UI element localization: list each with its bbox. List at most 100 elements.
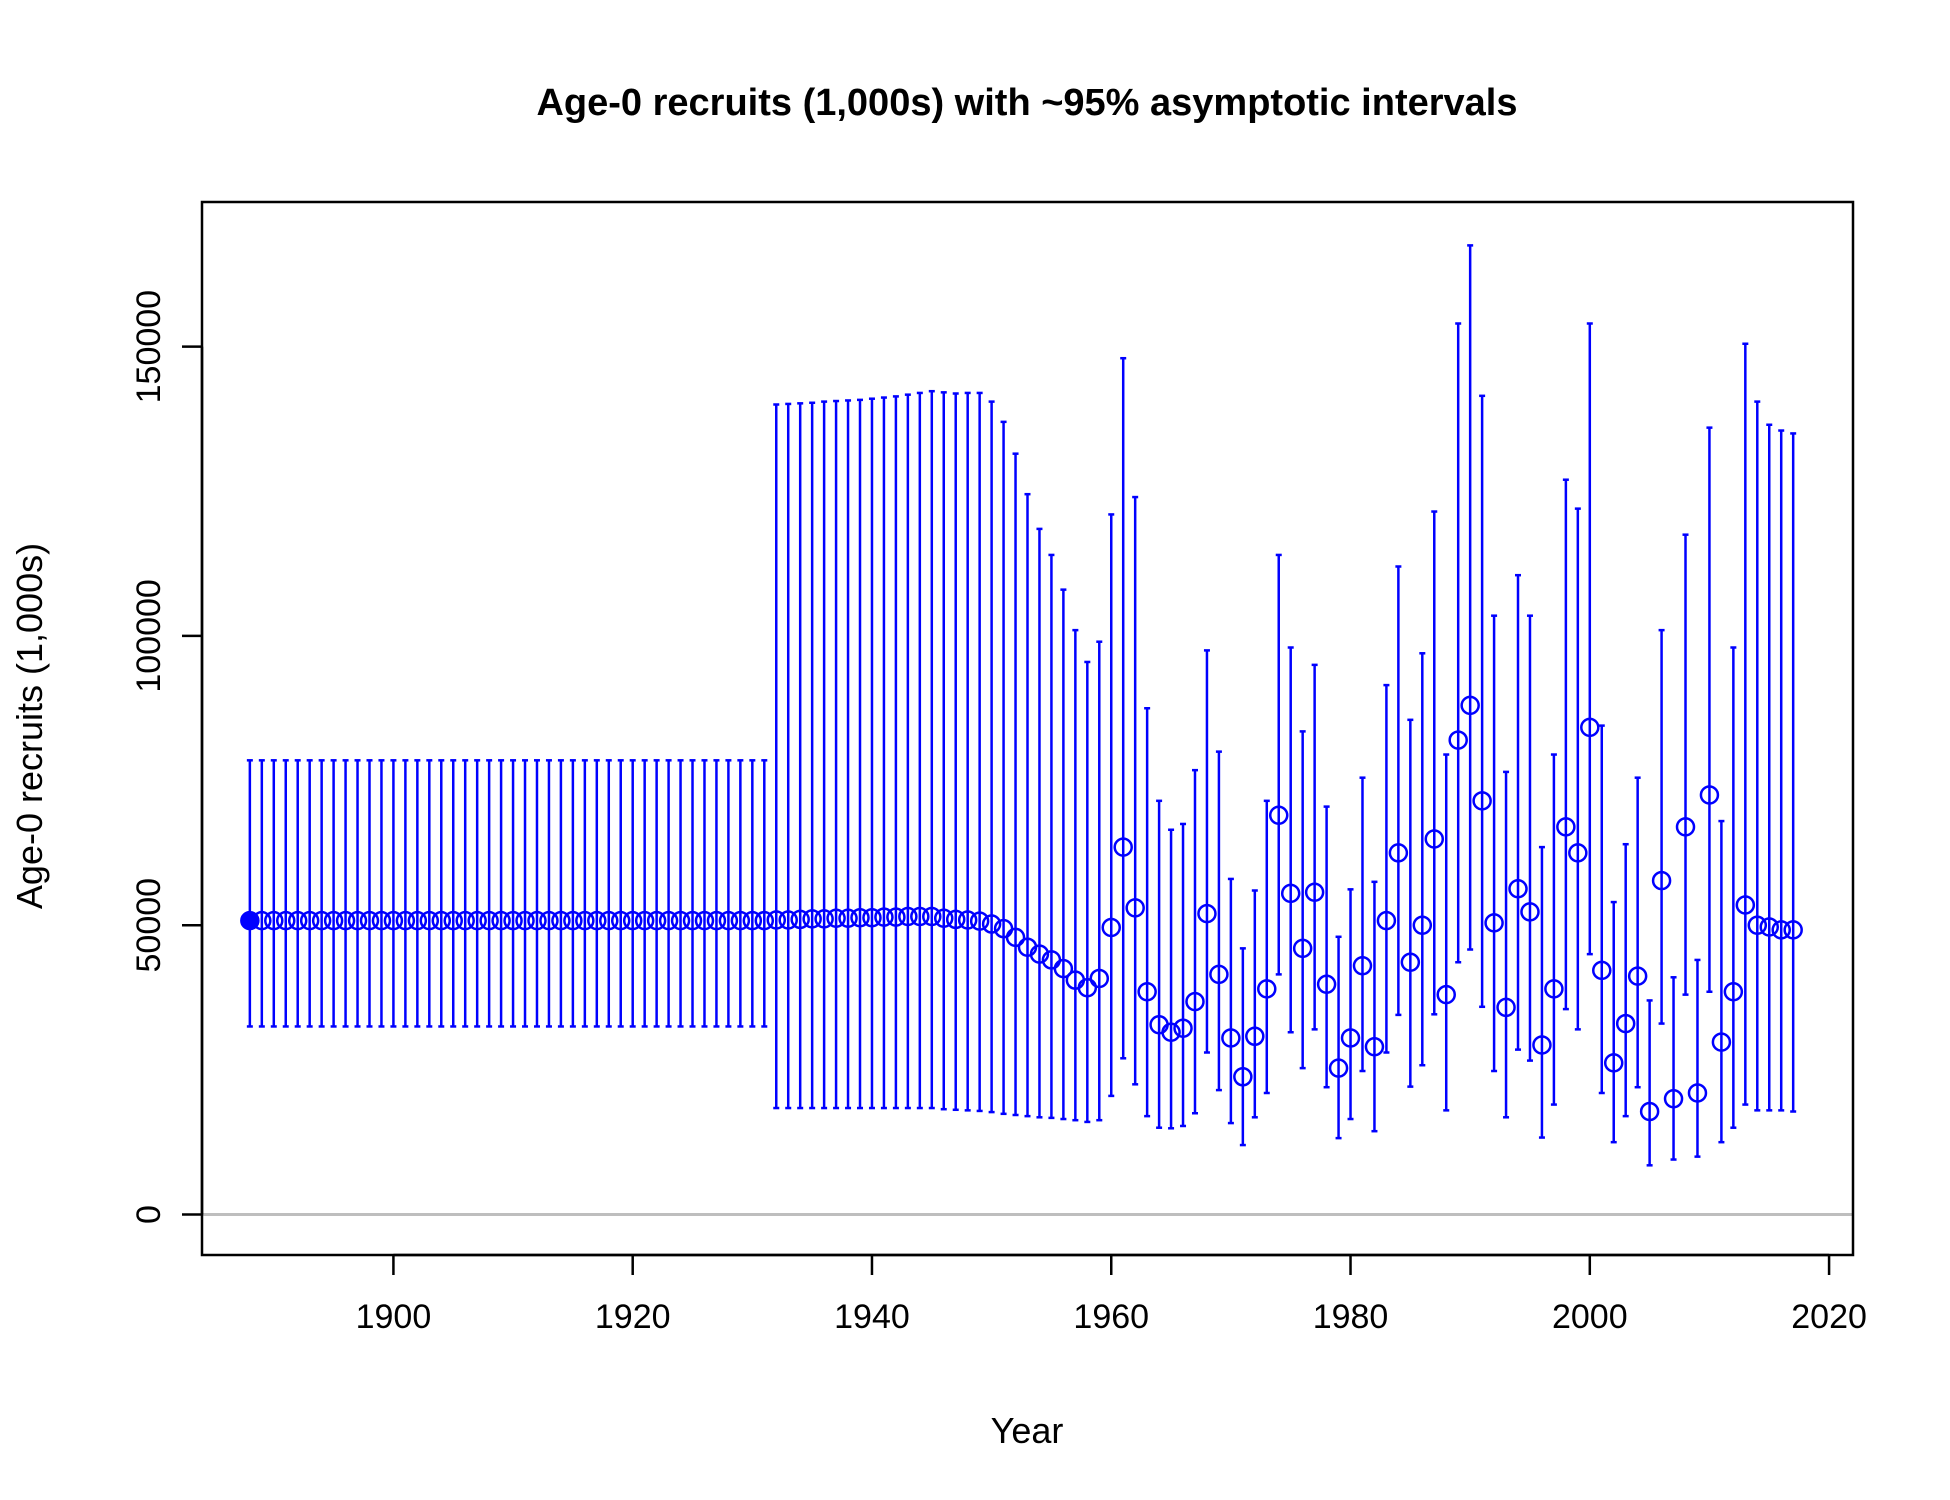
data-point-group bbox=[1209, 750, 1229, 1092]
data-point-group bbox=[898, 393, 918, 1110]
data-point-group bbox=[1627, 776, 1648, 1089]
data-point bbox=[814, 909, 834, 929]
data-point bbox=[491, 910, 511, 931]
data-point bbox=[670, 910, 691, 931]
data-point-group bbox=[1759, 423, 1780, 1112]
data-point bbox=[1245, 1026, 1265, 1047]
x-tick-label: 1960 bbox=[1073, 1298, 1149, 1336]
data-point-group bbox=[1388, 565, 1409, 1017]
data-point bbox=[575, 910, 595, 931]
data-point-group bbox=[1005, 452, 1026, 1117]
data-point bbox=[1627, 966, 1648, 986]
recruitment-series bbox=[240, 244, 1803, 1167]
data-point bbox=[1460, 695, 1480, 716]
data-point-group bbox=[275, 759, 296, 1028]
data-point bbox=[1520, 902, 1540, 922]
data-point-group bbox=[1436, 753, 1456, 1112]
data-point-group bbox=[1568, 507, 1588, 1031]
data-point bbox=[1759, 917, 1780, 937]
data-point-group bbox=[1185, 768, 1205, 1115]
data-point bbox=[1233, 1067, 1253, 1087]
data-point-group bbox=[754, 759, 775, 1028]
data-point-group bbox=[1257, 799, 1277, 1095]
data-point-group bbox=[1615, 842, 1636, 1118]
data-point-group bbox=[610, 759, 631, 1028]
data-point-group bbox=[1101, 513, 1121, 1098]
data-point-group bbox=[1424, 510, 1445, 1016]
data-point bbox=[347, 910, 368, 931]
data-point-group bbox=[467, 759, 487, 1028]
data-point bbox=[275, 910, 296, 931]
data-point-group bbox=[634, 759, 655, 1028]
data-point-group bbox=[1592, 724, 1612, 1095]
data-point bbox=[515, 910, 535, 931]
data-point-group bbox=[1065, 628, 1086, 1122]
data-point bbox=[1580, 717, 1600, 738]
data-point-group bbox=[335, 759, 356, 1028]
data-point bbox=[1544, 979, 1564, 999]
data-point bbox=[1508, 879, 1528, 899]
data-point-group bbox=[1496, 770, 1516, 1119]
data-point bbox=[1675, 817, 1696, 837]
data-point-group bbox=[1268, 553, 1289, 976]
data-point bbox=[1173, 1018, 1193, 1038]
data-point-group bbox=[443, 759, 463, 1028]
data-point-group bbox=[1125, 495, 1145, 1086]
data-point-group bbox=[1603, 900, 1624, 1144]
data-point-group bbox=[1448, 322, 1468, 964]
data-point bbox=[479, 910, 499, 931]
data-point bbox=[1328, 1058, 1349, 1078]
data-point-group bbox=[1412, 652, 1433, 1067]
data-point-group bbox=[575, 759, 595, 1028]
data-point-group bbox=[730, 759, 751, 1028]
data-point bbox=[1783, 920, 1803, 940]
data-point bbox=[838, 908, 858, 929]
x-tick-label: 1900 bbox=[356, 1298, 432, 1336]
data-point-group bbox=[323, 759, 344, 1028]
data-point-group bbox=[359, 759, 380, 1028]
data-point-group bbox=[1077, 660, 1098, 1124]
data-point-group bbox=[347, 759, 368, 1028]
data-point-group bbox=[383, 759, 404, 1028]
data-point-group bbox=[945, 392, 966, 1112]
data-point-group bbox=[1137, 707, 1157, 1118]
data-point bbox=[1424, 829, 1445, 849]
data-point bbox=[1316, 974, 1337, 994]
data-point bbox=[898, 906, 918, 927]
data-point bbox=[862, 907, 882, 928]
data-point bbox=[682, 910, 703, 931]
data-point bbox=[299, 910, 320, 931]
data-point-group bbox=[1460, 244, 1480, 951]
data-point bbox=[1735, 895, 1756, 915]
data-point bbox=[335, 910, 356, 931]
data-point bbox=[599, 910, 619, 931]
data-point bbox=[1615, 1013, 1636, 1034]
data-point bbox=[1221, 1028, 1241, 1048]
data-point-group bbox=[1053, 588, 1074, 1121]
data-point bbox=[1005, 927, 1026, 948]
data-point bbox=[1161, 1022, 1181, 1042]
data-point bbox=[431, 910, 452, 931]
data-point-group bbox=[1292, 730, 1313, 1070]
data-point bbox=[945, 909, 966, 930]
data-point-group bbox=[551, 759, 571, 1028]
data-point-group bbox=[599, 759, 619, 1028]
data-point bbox=[957, 910, 978, 930]
data-point-group bbox=[1173, 822, 1193, 1128]
data-point bbox=[646, 910, 667, 931]
data-point bbox=[371, 910, 392, 931]
x-tick-label: 1920 bbox=[595, 1298, 671, 1336]
data-point bbox=[1185, 991, 1205, 1012]
data-point bbox=[1137, 982, 1157, 1002]
data-point bbox=[1400, 952, 1421, 972]
data-point-group bbox=[1197, 649, 1217, 1054]
data-point bbox=[1113, 837, 1133, 857]
data-point-group bbox=[742, 759, 763, 1028]
x-axis: 1900 1920 1940 1960 1980 2000 2020 bbox=[356, 1253, 1867, 1336]
data-point bbox=[1364, 1036, 1385, 1057]
data-point bbox=[419, 910, 440, 931]
x-tick-label: 2020 bbox=[1791, 1298, 1867, 1336]
data-point-group bbox=[1651, 628, 1672, 1025]
data-point bbox=[1568, 843, 1588, 863]
data-point bbox=[1472, 791, 1492, 811]
